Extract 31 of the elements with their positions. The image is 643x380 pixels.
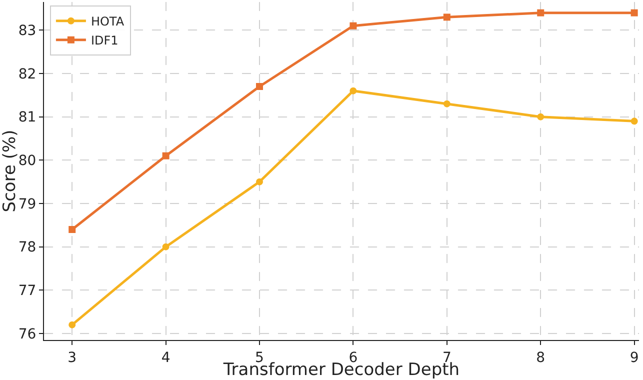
legend-label: HOTA	[90, 14, 125, 29]
y-tick-label: 83	[18, 23, 36, 40]
point	[537, 9, 544, 16]
x-tick-label: 8	[536, 350, 546, 366]
point	[630, 118, 638, 125]
point	[630, 9, 638, 16]
y-tick-label: 76	[18, 326, 36, 342]
y-tick-label: 81	[18, 110, 36, 126]
x-tick-label: 4	[161, 350, 170, 366]
point	[162, 243, 170, 250]
y-axis-title: Score (%)	[0, 130, 20, 212]
x-tick-label: 9	[630, 350, 639, 366]
point	[350, 87, 357, 94]
y-tick-label: 77	[18, 283, 36, 300]
point	[537, 113, 544, 120]
x-tick-label: 3	[68, 350, 77, 366]
point	[256, 178, 264, 186]
x-tick-label: 5	[255, 350, 264, 366]
point	[256, 83, 264, 90]
point	[443, 100, 450, 108]
point	[68, 321, 76, 328]
y-tick-label: 82	[18, 66, 36, 82]
point	[443, 14, 450, 21]
y-tick-label: 79	[18, 196, 36, 212]
x-tick-label: 6	[348, 350, 358, 366]
legend-label: IDF1	[90, 34, 118, 48]
y-tick-label: 80	[18, 153, 36, 170]
point	[68, 226, 76, 233]
point	[350, 22, 357, 30]
point	[162, 152, 170, 160]
y-tick-label: 78	[18, 240, 36, 256]
